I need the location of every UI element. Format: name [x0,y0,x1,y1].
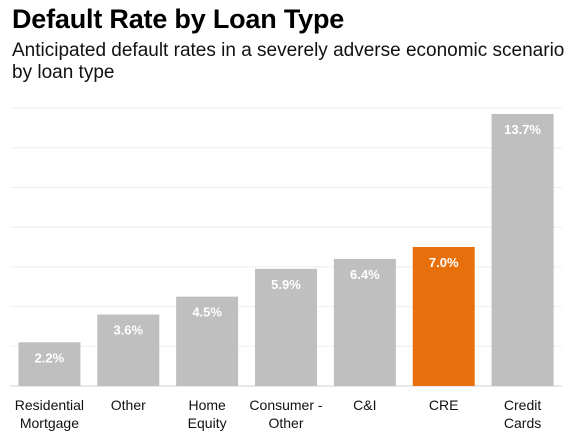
bar [176,296,239,386]
category-label: Other [111,397,146,413]
chart-subtitle: Anticipated default rates in a severely … [12,40,565,83]
category-label: Consumer -Other [249,397,322,431]
data-label: 5.9% [271,277,301,292]
bar [333,258,396,386]
bar [255,268,317,386]
data-label: 7.0% [429,255,459,270]
data-label: 6.4% [350,267,380,282]
category-label: Home Equity [188,397,227,431]
bar [18,342,81,386]
bar [97,314,160,386]
category-label: Residential Mortgage [15,397,84,431]
data-label: 2.2% [35,350,65,365]
data-label: 4.5% [192,305,222,320]
data-label: 3.6% [113,323,143,338]
chart-title: Default Rate by Loan Type [12,4,345,34]
category-label: CRE [429,397,459,413]
category-label: Credit Cards [504,397,541,431]
bar [491,113,554,386]
category-label: C&I [353,397,376,413]
data-label: 13.7% [504,122,541,137]
bar [412,247,475,386]
